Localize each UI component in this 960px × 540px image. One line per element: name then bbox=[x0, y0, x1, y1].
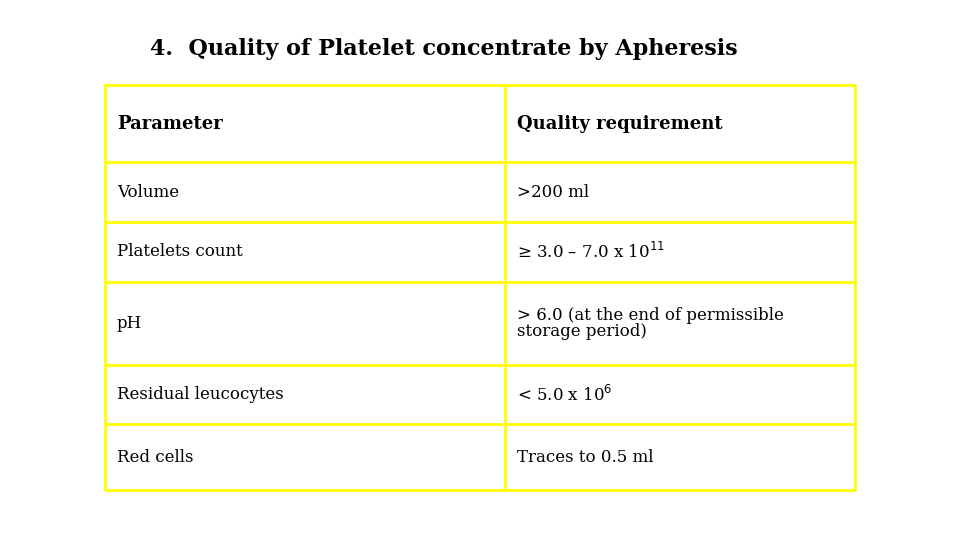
Text: < 5.0 x 10$^{6}$: < 5.0 x 10$^{6}$ bbox=[517, 384, 612, 405]
Text: > 6.0 (at the end of permissible: > 6.0 (at the end of permissible bbox=[517, 307, 784, 324]
Text: Residual leucocytes: Residual leucocytes bbox=[117, 386, 284, 403]
Text: >200 ml: >200 ml bbox=[517, 184, 589, 201]
Text: Traces to 0.5 ml: Traces to 0.5 ml bbox=[517, 449, 654, 465]
Text: 4.  Quality of Platelet concentrate by Apheresis: 4. Quality of Platelet concentrate by Ap… bbox=[150, 38, 737, 60]
Text: Platelets count: Platelets count bbox=[117, 243, 243, 260]
Text: ≥ 3.0 – 7.0 x 10$^{11}$: ≥ 3.0 – 7.0 x 10$^{11}$ bbox=[517, 242, 665, 262]
Text: Parameter: Parameter bbox=[117, 114, 223, 133]
Text: Red cells: Red cells bbox=[117, 449, 194, 465]
Text: Volume: Volume bbox=[117, 184, 180, 201]
Text: pH: pH bbox=[117, 315, 142, 332]
Text: storage period): storage period) bbox=[517, 323, 647, 340]
Text: Quality requirement: Quality requirement bbox=[517, 114, 723, 133]
